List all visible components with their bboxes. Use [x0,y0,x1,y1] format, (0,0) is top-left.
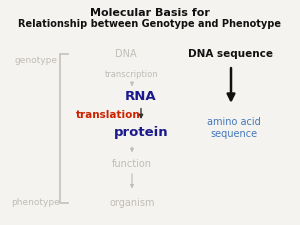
Text: organism: organism [109,198,155,207]
Text: transcription: transcription [105,70,159,79]
Text: Relationship between Genotype and Phenotype: Relationship between Genotype and Phenot… [19,19,281,29]
Text: amino acid
sequence: amino acid sequence [207,117,261,140]
Text: phenotype: phenotype [12,198,60,207]
Text: genotype: genotype [14,56,58,65]
Text: DNA: DNA [115,49,137,59]
Text: protein: protein [114,126,168,139]
Text: DNA sequence: DNA sequence [188,49,274,59]
Text: function: function [112,159,152,169]
Text: Molecular Basis for: Molecular Basis for [90,8,210,18]
Text: translation: translation [76,110,140,120]
Text: RNA: RNA [125,90,157,103]
